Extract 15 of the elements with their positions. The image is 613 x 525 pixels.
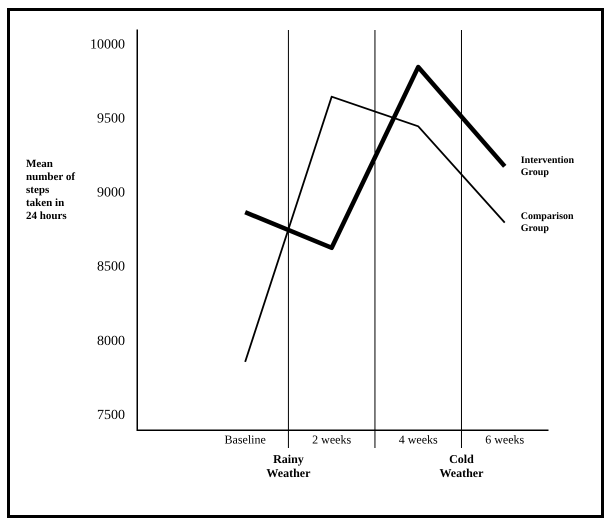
x-tick-label: Baseline [224, 432, 266, 446]
ref-line-label: Cold Weather [439, 452, 484, 480]
series-label: Comparison Group [520, 211, 574, 234]
y-tick-label: 9000 [97, 186, 125, 201]
x-tick-label: 6 weeks [485, 432, 525, 446]
y-tick-label: 9500 [97, 112, 125, 127]
x-tick-label: 4 weeks [398, 432, 438, 446]
ref-line-label: Rainy Weather [266, 452, 312, 480]
series-label: Intervention Group [520, 154, 575, 178]
y-tick-label: 7500 [97, 408, 125, 423]
y-tick-label: 10000 [90, 37, 125, 52]
y-tick-label: 8000 [97, 334, 125, 349]
y-axis-title: Mean number of steps taken in 24 hours [26, 158, 76, 223]
y-tick-label: 8500 [97, 260, 125, 275]
x-tick-label: 2 weeks [312, 432, 352, 446]
